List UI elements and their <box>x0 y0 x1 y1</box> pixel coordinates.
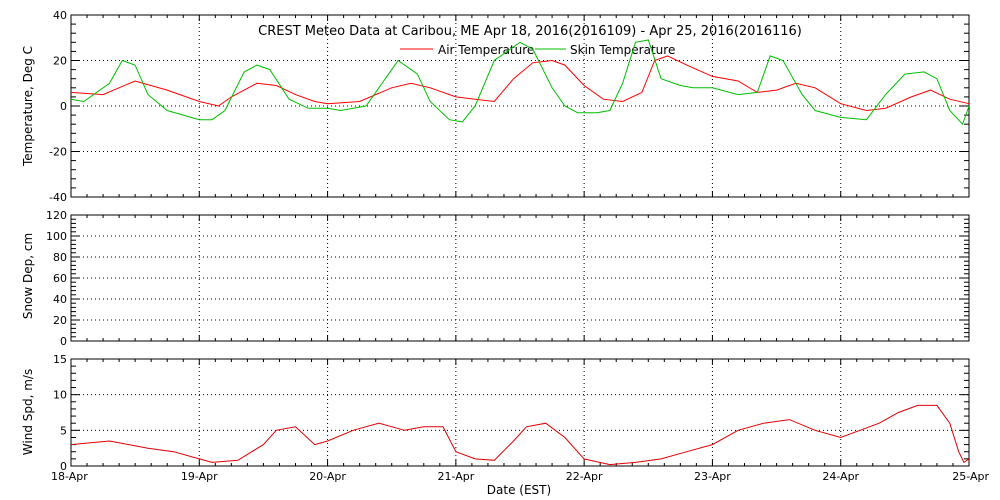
wind-frame <box>70 358 970 467</box>
temperature-ylabel: Temperature, Deg C <box>21 46 35 167</box>
temperature-ytick-label: 20 <box>53 55 67 68</box>
snow-ylabel: Snow Dep, cm <box>21 233 35 319</box>
legend-skin-label: Skin Temperature <box>570 43 675 57</box>
snow-ytick-label: 100 <box>46 230 67 243</box>
snow-ytick-label: 40 <box>53 293 67 306</box>
date-tick-label: 18-Apr <box>51 470 88 483</box>
temperature-series-skin-temperature <box>70 39 970 126</box>
date-tick-label: 20-Apr <box>309 470 346 483</box>
date-tick-label: 21-Apr <box>437 470 474 483</box>
legend-air-label: Air Temperature <box>438 43 534 57</box>
temperature-panel: -40 -20 0 20 40 <box>49 9 970 204</box>
wind-series-line <box>70 404 970 466</box>
snow-ytick-label: 80 <box>53 251 67 264</box>
legend: Air Temperature Skin Temperature <box>400 43 675 57</box>
date-tick-label: 23-Apr <box>694 470 731 483</box>
snow-ytick-label: 20 <box>53 314 67 327</box>
wind-speed-panel: 0 5 10 15 <box>53 353 970 473</box>
wind-ylabel: Wind Spd, m/s <box>21 369 35 455</box>
snow-ytick-label: 120 <box>46 209 67 222</box>
snow-depth-panel: 0 20 40 60 80 100 120 <box>46 209 970 348</box>
temperature-ytick-label: 0 <box>60 100 67 113</box>
temperature-series-air-temperature <box>70 55 970 112</box>
date-tick-label: 19-Apr <box>181 470 218 483</box>
temperature-ytick-label: -20 <box>49 146 67 159</box>
wind-ytick-label: 10 <box>53 389 67 402</box>
date-tick-label: 24-Apr <box>822 470 859 483</box>
date-tick-label: 25-Apr <box>952 470 989 483</box>
chart-title: CREST Meteo Data at Caribou, ME Apr 18, … <box>258 24 802 39</box>
temperature-ytick-label: 40 <box>53 9 67 22</box>
snow-ytick-label: 0 <box>60 335 67 348</box>
temperature-ytick-label: -40 <box>49 191 67 204</box>
x-axis-label: Date (EST) <box>487 483 551 497</box>
wind-ytick-label: 15 <box>53 353 67 366</box>
snow-ytick-label: 60 <box>53 272 67 285</box>
date-tick-label: 22-Apr <box>566 470 603 483</box>
wind-ytick-label: 5 <box>60 424 67 437</box>
wind-ytick-label: 0 <box>60 460 67 473</box>
